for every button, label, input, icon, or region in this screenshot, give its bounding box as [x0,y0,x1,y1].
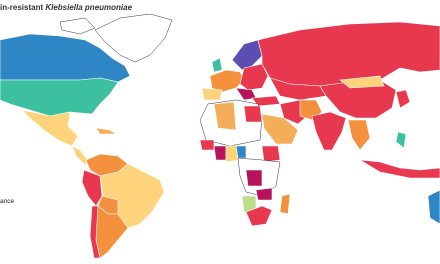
egypt [243,105,263,123]
peru-ecuador [81,169,103,207]
caribbean [95,127,117,135]
japan-korea [395,89,411,109]
eastern-europe [239,63,269,91]
congo [245,169,263,187]
indonesia [359,159,440,179]
legend-fragment: ance [0,198,14,205]
south-africa [245,205,273,227]
philippines [395,131,407,149]
chile [89,205,101,259]
map-title: in-resistant Klebsiella pneumoniae [0,3,133,12]
india [311,111,347,151]
map-title-prefix: in-resistant [0,3,45,12]
land [0,13,440,259]
mongolia [339,75,385,89]
west-africa-3 [213,145,227,161]
southeast-asia [347,119,371,151]
ethiopia [261,145,281,163]
algeria [213,101,237,131]
greenland [94,13,173,63]
nigeria [225,145,239,163]
zambia [255,187,273,201]
iberia [201,87,223,101]
map-title-organism: Klebsiella pneumoniae [45,3,132,12]
arctic-islands [59,17,96,35]
uk [211,57,223,73]
mexico [21,109,79,147]
usa [0,77,119,117]
arabia [261,113,299,145]
australia [427,189,440,225]
russia [257,21,440,87]
west-africa-1 [199,139,215,151]
madagascar [279,193,291,215]
